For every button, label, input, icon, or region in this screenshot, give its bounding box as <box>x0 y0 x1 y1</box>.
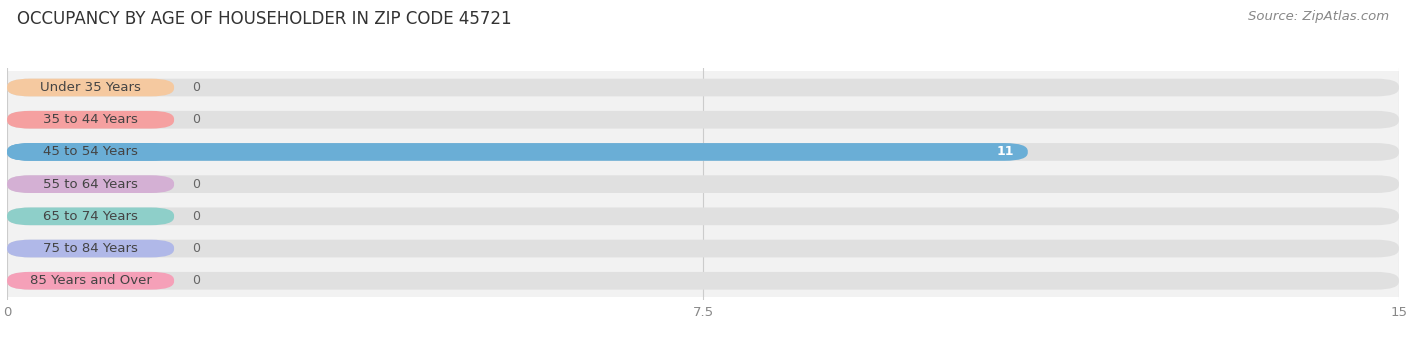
Text: 0: 0 <box>193 242 201 255</box>
FancyBboxPatch shape <box>7 111 1399 129</box>
FancyBboxPatch shape <box>7 175 174 193</box>
Bar <box>7 233 1399 265</box>
Text: OCCUPANCY BY AGE OF HOUSEHOLDER IN ZIP CODE 45721: OCCUPANCY BY AGE OF HOUSEHOLDER IN ZIP C… <box>17 10 512 28</box>
Bar <box>7 168 1399 200</box>
Text: 75 to 84 Years: 75 to 84 Years <box>44 242 138 255</box>
FancyBboxPatch shape <box>7 79 1399 97</box>
Bar <box>7 200 1399 233</box>
Bar <box>7 265 1399 297</box>
Text: 0: 0 <box>193 81 201 94</box>
FancyBboxPatch shape <box>7 79 174 97</box>
Text: 0: 0 <box>193 113 201 126</box>
Text: 55 to 64 Years: 55 to 64 Years <box>44 178 138 191</box>
Text: Under 35 Years: Under 35 Years <box>41 81 141 94</box>
Text: 85 Years and Over: 85 Years and Over <box>30 274 152 287</box>
FancyBboxPatch shape <box>7 272 174 290</box>
Text: 11: 11 <box>997 145 1014 159</box>
FancyBboxPatch shape <box>7 143 1028 161</box>
Text: 0: 0 <box>193 274 201 287</box>
FancyBboxPatch shape <box>7 111 174 129</box>
Bar <box>7 104 1399 136</box>
FancyBboxPatch shape <box>7 240 174 257</box>
Text: Source: ZipAtlas.com: Source: ZipAtlas.com <box>1249 10 1389 23</box>
FancyBboxPatch shape <box>7 143 174 161</box>
Bar <box>7 71 1399 104</box>
Text: 65 to 74 Years: 65 to 74 Years <box>44 210 138 223</box>
Text: 45 to 54 Years: 45 to 54 Years <box>44 145 138 159</box>
Text: 35 to 44 Years: 35 to 44 Years <box>44 113 138 126</box>
FancyBboxPatch shape <box>7 175 1399 193</box>
FancyBboxPatch shape <box>7 143 1399 161</box>
Text: 0: 0 <box>193 178 201 191</box>
FancyBboxPatch shape <box>7 240 1399 257</box>
FancyBboxPatch shape <box>7 207 174 225</box>
Bar <box>7 136 1399 168</box>
FancyBboxPatch shape <box>7 207 1399 225</box>
FancyBboxPatch shape <box>7 272 1399 290</box>
Text: 0: 0 <box>193 210 201 223</box>
